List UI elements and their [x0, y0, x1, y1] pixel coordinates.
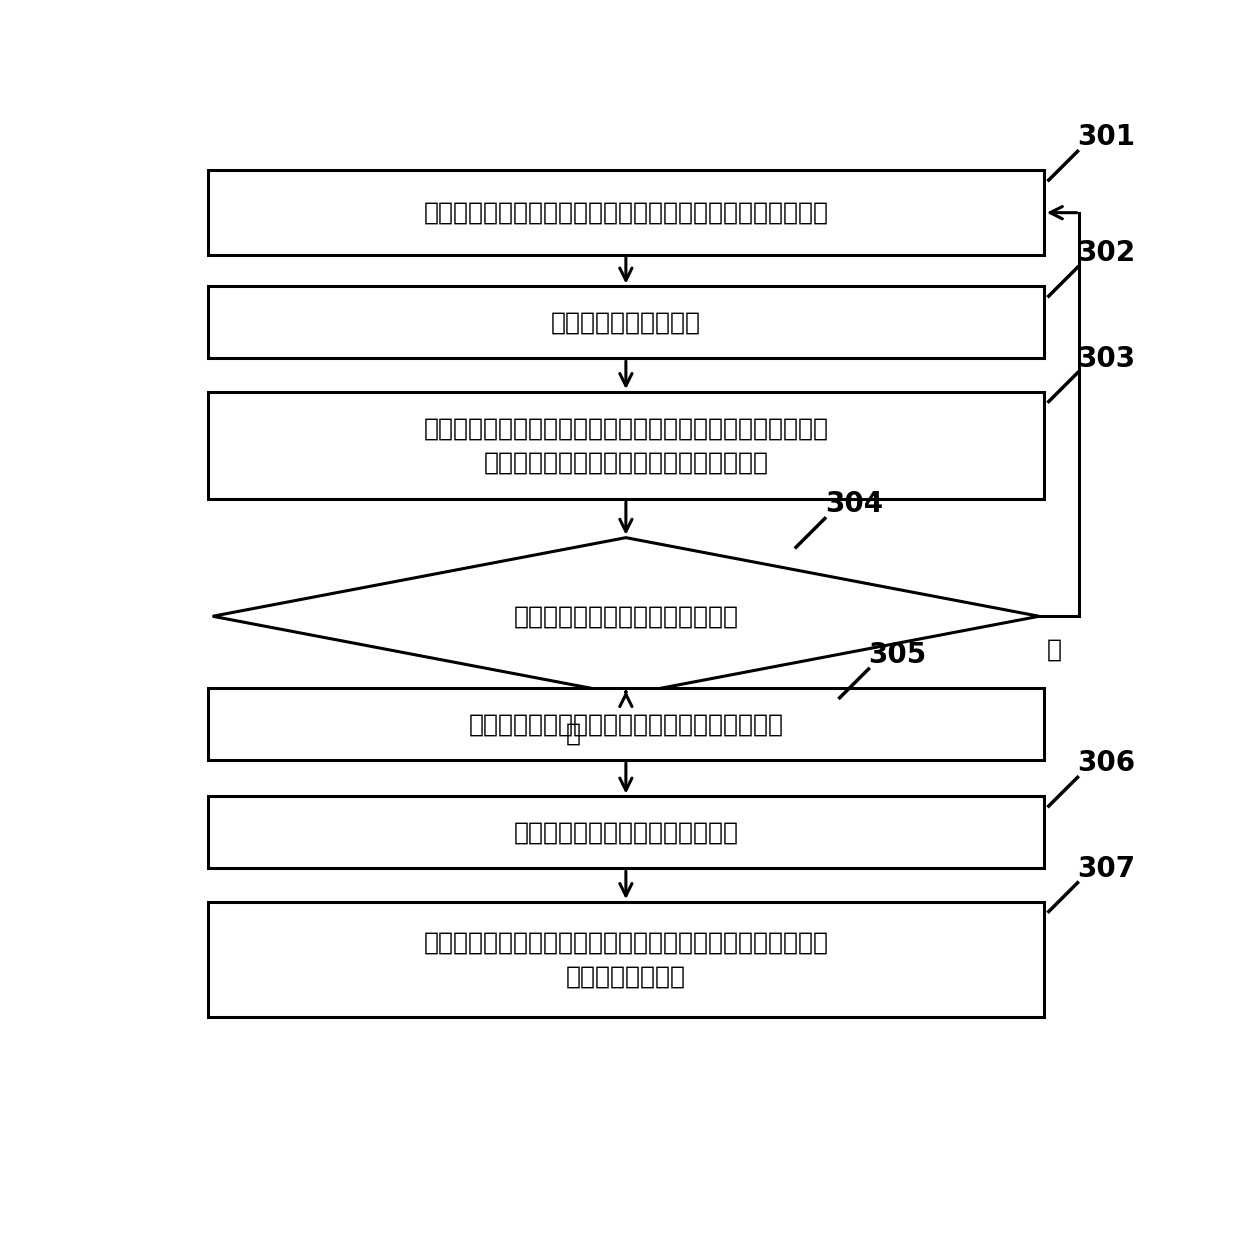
FancyBboxPatch shape	[208, 286, 1044, 359]
Text: 是: 是	[565, 722, 580, 746]
Polygon shape	[213, 538, 1039, 695]
Text: 303: 303	[1078, 345, 1136, 372]
FancyBboxPatch shape	[208, 171, 1044, 255]
Text: 305: 305	[868, 641, 926, 669]
Text: 当监测到每个设备上运行的业务系统的数量发生变化时，更新
设备的断电保护优先级和设备断电保护策略: 当监测到每个设备上运行的业务系统的数量发生变化时，更新 设备的断电保护优先级和设…	[423, 417, 828, 474]
Text: 当确定供电状态异常时，获取设备断电保护策略: 当确定供电状态异常时，获取设备断电保护策略	[469, 712, 784, 736]
Text: 在不间断电源供电时，按照被保护设备的断电保护优先级，控
制被保护设备关机: 在不间断电源供电时，按照被保护设备的断电保护优先级，控 制被保护设备关机	[423, 931, 828, 989]
FancyBboxPatch shape	[208, 688, 1044, 759]
Text: 302: 302	[1078, 239, 1136, 268]
FancyBboxPatch shape	[208, 797, 1044, 869]
Text: 监测多个设备的供电状态和每个设备上运行的业务系统的数量: 监测多个设备的供电状态和每个设备上运行的业务系统的数量	[423, 200, 828, 224]
Text: 301: 301	[1078, 123, 1136, 152]
FancyBboxPatch shape	[208, 392, 1044, 499]
Text: 判断多个设备的供电状态是否异常: 判断多个设备的供电状态是否异常	[513, 604, 738, 629]
FancyBboxPatch shape	[208, 901, 1044, 1017]
Text: 确定被保护设备的断电保护优先级: 确定被保护设备的断电保护优先级	[513, 820, 738, 844]
Text: 304: 304	[825, 491, 883, 518]
Text: 306: 306	[1078, 749, 1136, 777]
Text: 307: 307	[1078, 855, 1136, 883]
Text: 建立设备断电保护策略: 建立设备断电保护策略	[551, 310, 701, 335]
Text: 否: 否	[1047, 637, 1061, 661]
